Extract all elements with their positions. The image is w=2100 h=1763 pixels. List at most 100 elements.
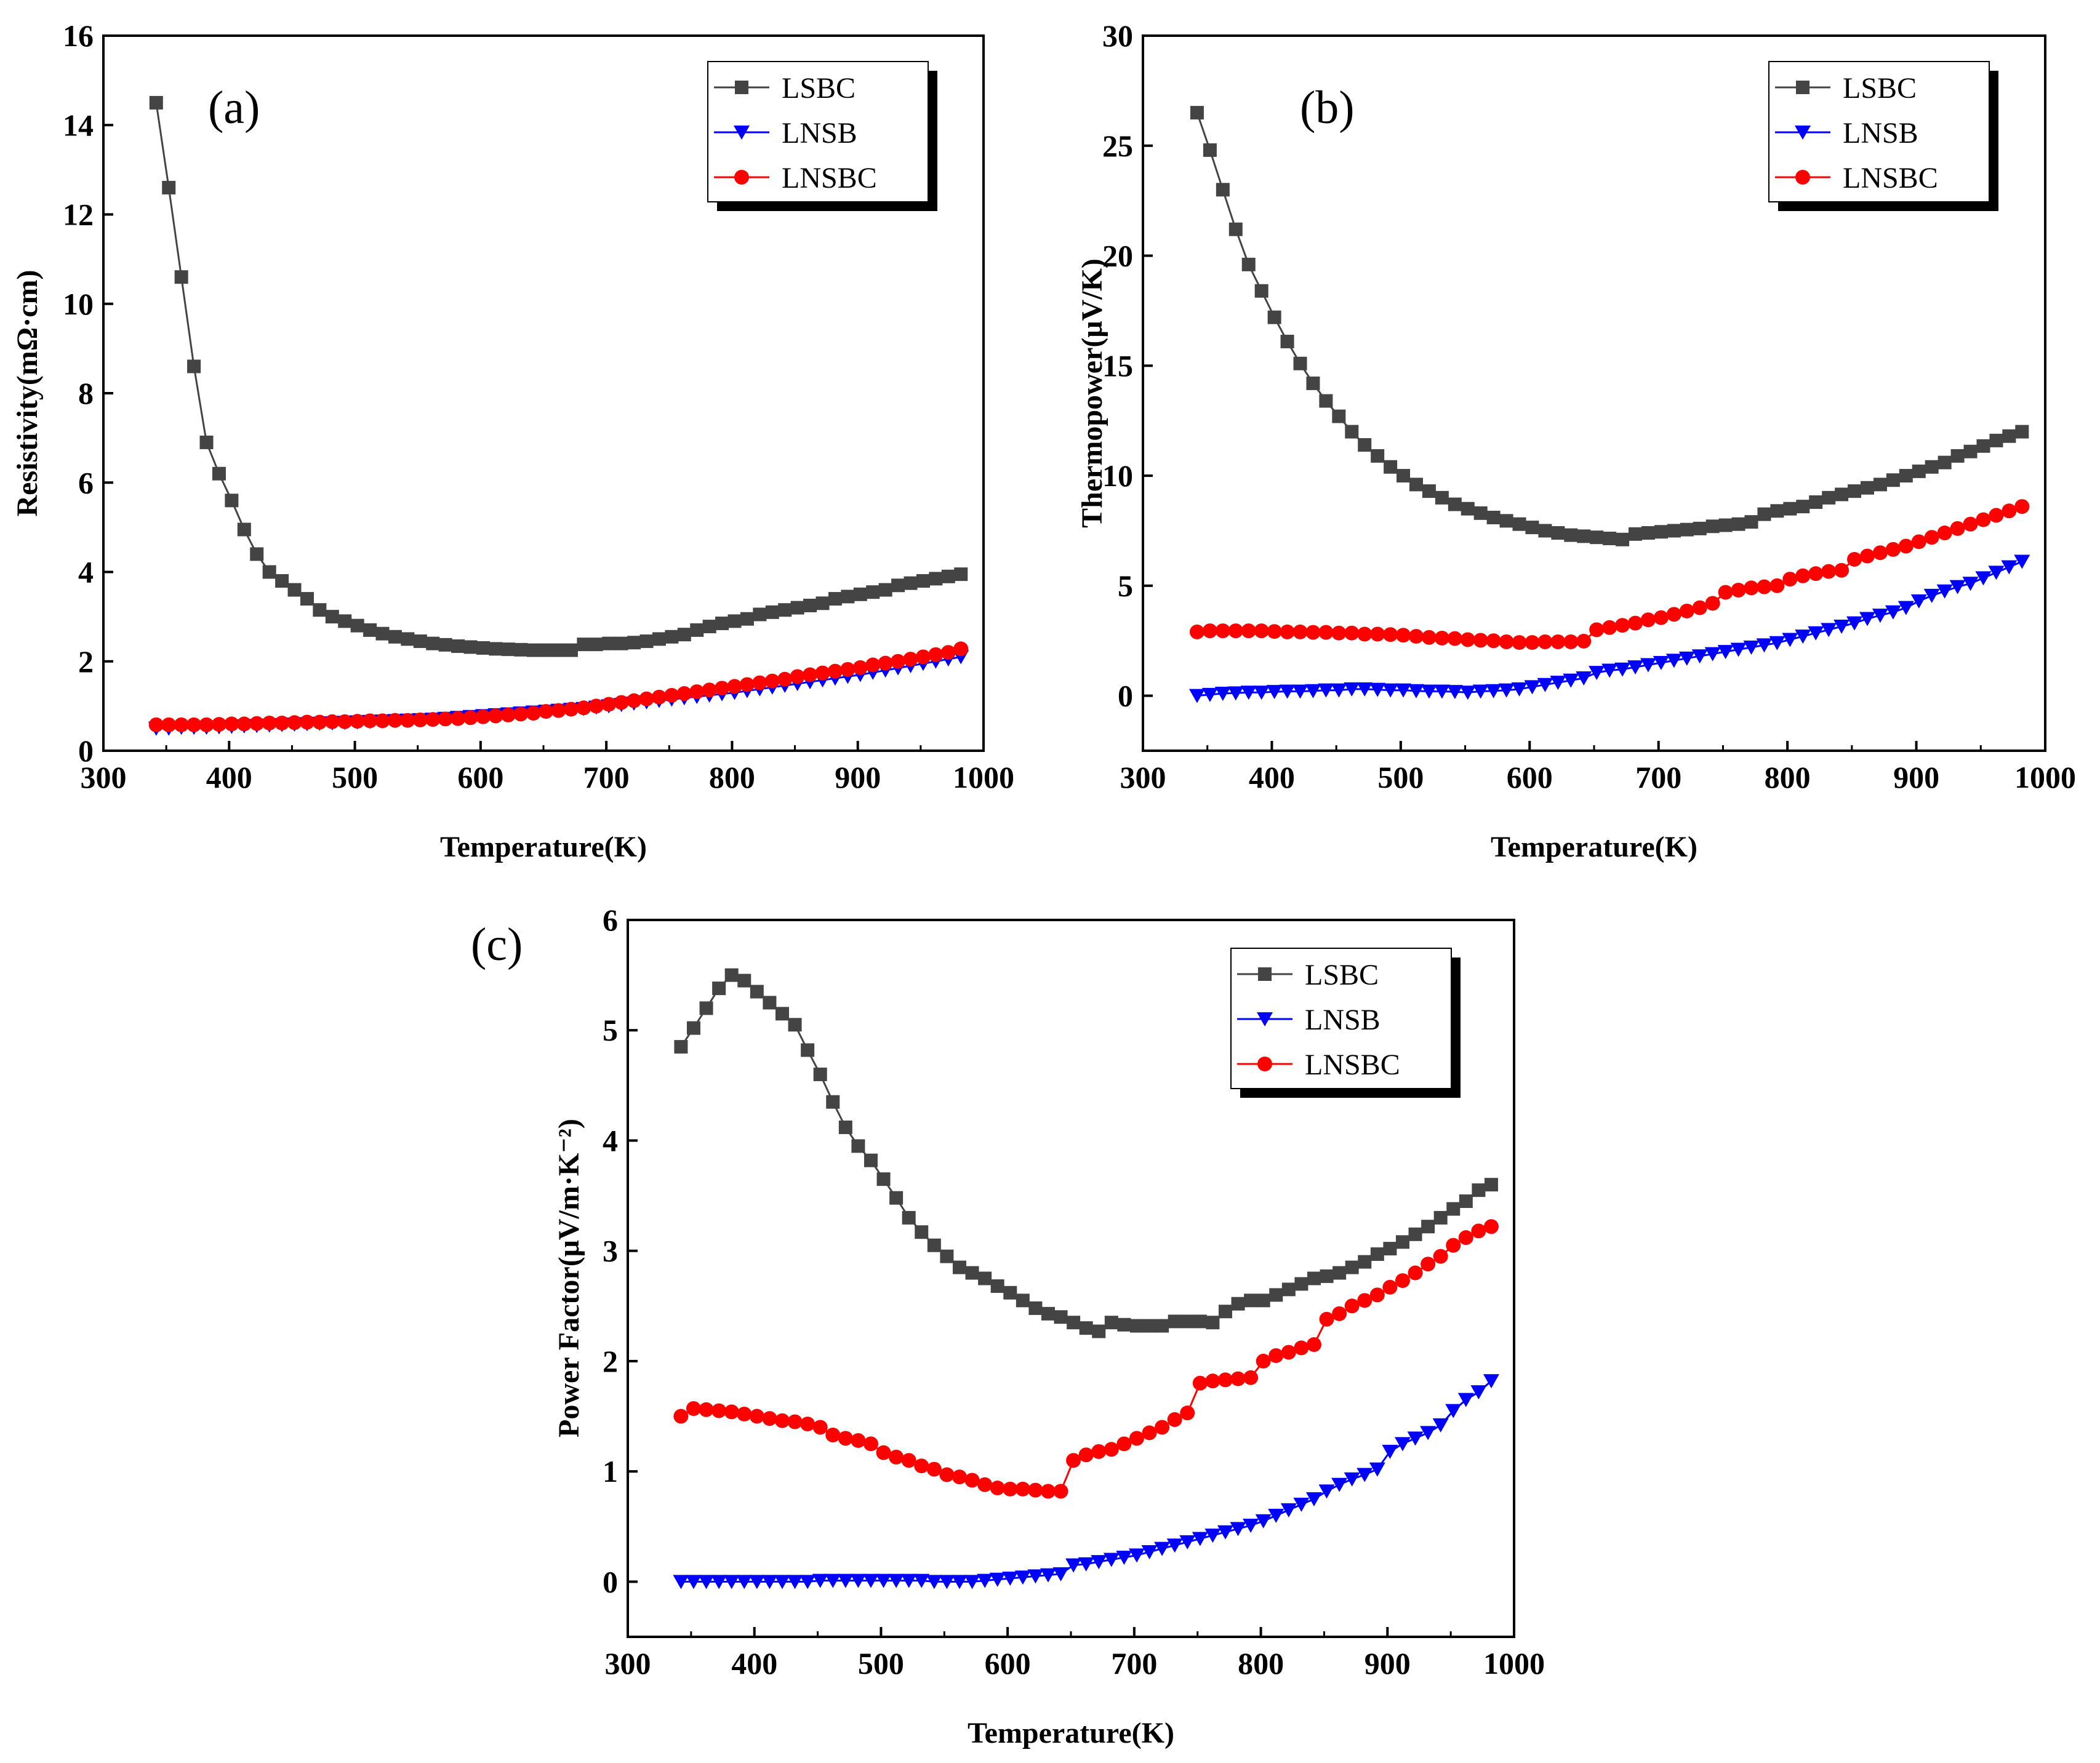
- data-point: [825, 1573, 841, 1588]
- data-point: [702, 682, 717, 698]
- data-point: [1446, 1202, 1461, 1216]
- x-tick-label: 800: [709, 760, 755, 794]
- y-tick-label: 20: [1102, 239, 1133, 273]
- data-point: [1279, 684, 1296, 699]
- data-point: [1358, 438, 1372, 452]
- data-point: [1345, 1260, 1359, 1274]
- data-point: [1435, 490, 1449, 505]
- data-point: [1305, 684, 1321, 698]
- data-point: [689, 684, 705, 700]
- data-point: [1653, 655, 1669, 670]
- y-tick-label: 16: [63, 18, 94, 53]
- data-point: [965, 1266, 979, 1280]
- data-point: [1989, 508, 2004, 523]
- data-point: [187, 359, 201, 374]
- data-point: [1357, 626, 1373, 642]
- data-point: [1756, 638, 1773, 653]
- data-point: [878, 583, 892, 597]
- data-point: [724, 968, 739, 982]
- data-point: [651, 689, 667, 705]
- x-tick-label: 900: [1365, 1646, 1411, 1681]
- legend-label: LNSB: [782, 117, 857, 150]
- data-point: [876, 1172, 891, 1186]
- data-point: [237, 522, 251, 537]
- data-point: [1512, 635, 1527, 650]
- y-tick-label: 0: [603, 1564, 618, 1599]
- data-point: [1847, 551, 1862, 567]
- data-point: [727, 679, 742, 694]
- data-point: [748, 1575, 765, 1589]
- data-point: [1054, 1310, 1068, 1324]
- x-tick-label: 900: [835, 760, 881, 794]
- data-point: [1188, 689, 1205, 703]
- data-point: [1459, 1194, 1473, 1209]
- data-point: [1640, 658, 1656, 673]
- data-point: [774, 1575, 790, 1589]
- data-point: [674, 1040, 688, 1054]
- data-point: [1331, 625, 1347, 641]
- x-tick-label: 1000: [953, 760, 1014, 794]
- data-point: [236, 716, 252, 732]
- data-point: [815, 665, 830, 681]
- data-point: [325, 610, 339, 624]
- data-point: [1040, 1568, 1056, 1583]
- data-point: [1215, 623, 1230, 639]
- data-point: [1963, 444, 1978, 458]
- data-point: [1859, 548, 1875, 564]
- data-point: [954, 567, 968, 582]
- data-point: [350, 618, 364, 633]
- x-axis-title: Temperature(K): [1491, 831, 1697, 863]
- legend-marker: [1257, 1057, 1272, 1071]
- data-point: [851, 1139, 865, 1153]
- data-point: [401, 632, 415, 646]
- data-point: [939, 1467, 955, 1482]
- legend-label: LSBC: [1305, 959, 1379, 991]
- data-point: [1422, 484, 1436, 498]
- y-tick-label: 5: [1118, 569, 1133, 603]
- data-point: [1938, 455, 1952, 470]
- y-tick-label: 15: [1102, 348, 1133, 383]
- series-lnsb: [1188, 554, 2030, 703]
- data-point: [1691, 649, 1708, 664]
- data-point: [1332, 409, 1346, 423]
- data-point: [712, 981, 726, 996]
- x-tick-label: 300: [605, 1646, 651, 1681]
- data-point: [1205, 1373, 1220, 1389]
- data-point: [1769, 636, 1785, 650]
- legend-marker: [1795, 126, 1811, 140]
- data-point: [627, 636, 641, 650]
- data-point: [1910, 594, 1927, 609]
- data-point: [1227, 686, 1244, 701]
- data-point: [753, 607, 767, 622]
- data-point: [715, 681, 730, 696]
- data-point: [1937, 526, 1952, 541]
- data-point: [1589, 666, 1605, 681]
- data-point: [275, 715, 290, 730]
- data-point: [312, 714, 327, 730]
- data-point: [1808, 566, 1824, 582]
- data-point: [1103, 1553, 1120, 1567]
- data-point: [1809, 495, 1823, 509]
- data-point: [287, 715, 302, 730]
- panel-label: (c): [471, 919, 523, 970]
- data-point: [1859, 612, 1875, 626]
- data-point: [825, 1428, 841, 1443]
- data-point: [914, 1458, 929, 1474]
- data-point: [813, 1067, 827, 1081]
- data-point: [902, 1210, 916, 1225]
- data-point: [1369, 682, 1386, 697]
- data-point: [1525, 635, 1540, 650]
- data-point: [1704, 647, 1721, 662]
- data-point: [1344, 625, 1360, 641]
- legend-item-lnsb: LNSB: [1775, 117, 1918, 150]
- data-point: [1320, 1269, 1334, 1283]
- data-point: [928, 647, 944, 662]
- data-point: [915, 1225, 929, 1239]
- y-tick-label: 4: [603, 1123, 618, 1157]
- data-point: [1003, 1481, 1018, 1497]
- data-point: [878, 655, 893, 671]
- y-tick-label: 6: [78, 465, 94, 500]
- data-point: [1576, 633, 1592, 649]
- data-point: [1950, 521, 1965, 536]
- data-point: [875, 1573, 892, 1588]
